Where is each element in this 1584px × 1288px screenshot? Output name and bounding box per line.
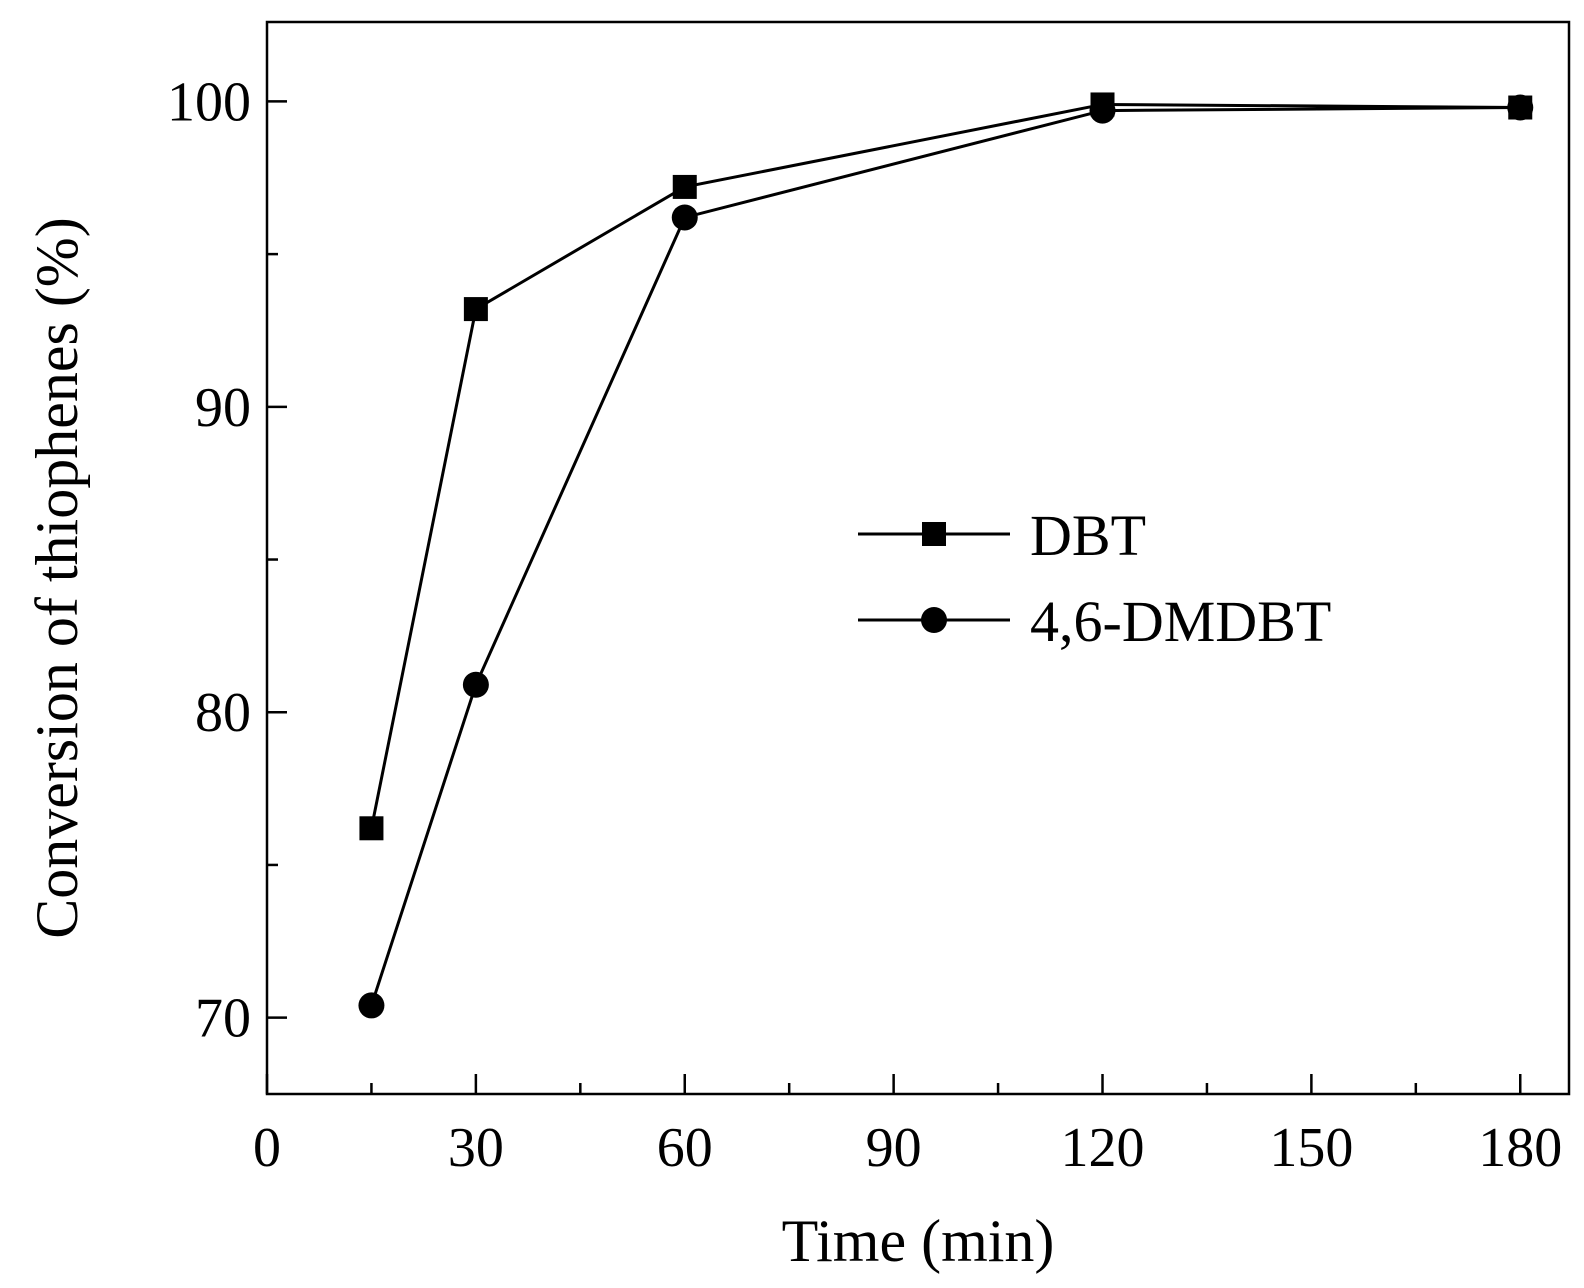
legend: DBT 4,6-DMDBT <box>858 503 1331 654</box>
data-point <box>1507 94 1534 121</box>
series-line <box>370 106 1521 1006</box>
axis-ticks <box>265 100 1522 1094</box>
data-point <box>1089 97 1116 124</box>
series-line <box>369 102 1521 829</box>
x-tick-label: 180 <box>1478 1117 1562 1179</box>
data-point <box>672 174 697 199</box>
data-point <box>463 297 488 322</box>
data-point <box>358 992 385 1019</box>
legend-label: DBT <box>1030 503 1146 568</box>
legend-item: DBT <box>858 503 1146 568</box>
legend-item: 4,6-DMDBT <box>858 589 1331 654</box>
series-layer <box>358 92 1534 1019</box>
x-tick-label: 150 <box>1269 1117 1353 1179</box>
plot-frame <box>265 20 1571 1096</box>
x-tick-label: 60 <box>657 1117 713 1179</box>
data-point <box>462 671 489 698</box>
x-axis-title: Time (min) <box>782 1208 1055 1274</box>
x-tick-label: 90 <box>866 1117 922 1179</box>
axis-tick-labels: 0 30 60 90 120 150 180 70 80 90 100 <box>167 71 1562 1179</box>
data-point <box>359 816 384 841</box>
x-tick-label: 120 <box>1061 1117 1145 1179</box>
series-dmdbt <box>358 94 1534 1019</box>
data-point <box>671 204 698 231</box>
y-tick-label: 80 <box>195 682 251 744</box>
y-tick-label: 100 <box>167 71 251 133</box>
y-tick-label: 70 <box>195 988 251 1050</box>
y-tick-label: 90 <box>195 377 251 439</box>
x-tick-label: 0 <box>253 1117 281 1179</box>
y-axis-title: Conversion of thiophenes (%) <box>24 217 90 939</box>
x-tick-label: 30 <box>448 1117 504 1179</box>
legend-marker <box>921 607 947 633</box>
legend-marker <box>922 522 946 546</box>
series-dbt <box>359 92 1533 841</box>
legend-label: 4,6-DMDBT <box>1030 589 1331 654</box>
